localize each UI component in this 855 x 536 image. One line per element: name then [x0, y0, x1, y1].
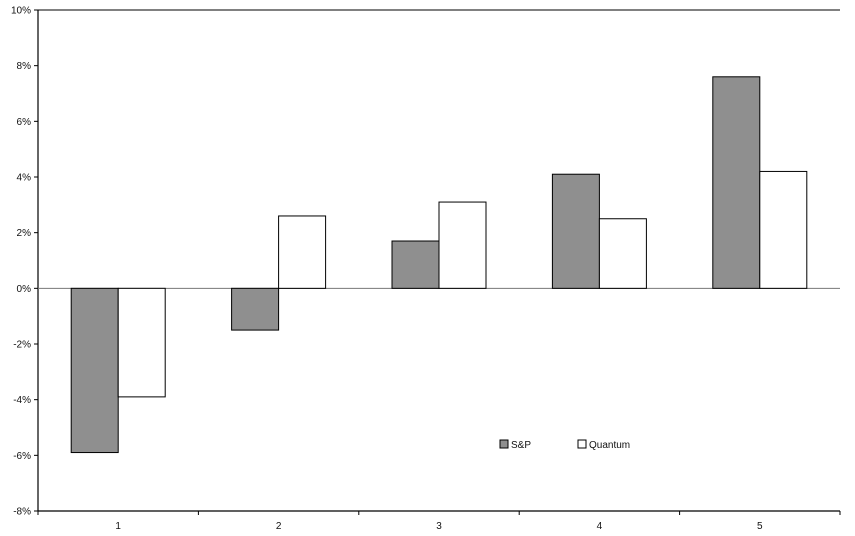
legend-label: Quantum	[589, 440, 630, 451]
tick-labels: -8% -6% -4% -2% 0% 2% 4% 6% 8% 10% 1 2 3 4 5	[11, 6, 763, 533]
bars	[70, 76, 808, 454]
x-tick-label: 1	[115, 521, 121, 532]
x-tick-label: 3	[436, 521, 442, 532]
bar-quantum	[117, 287, 166, 398]
y-tick-label: 6%	[17, 117, 32, 128]
x-tick-label: 5	[757, 521, 763, 532]
legend: S&P Quantum	[499, 439, 630, 451]
y-tick-label: -2%	[13, 340, 31, 351]
y-tick-label: -8%	[13, 507, 31, 518]
y-tick-label: -4%	[13, 395, 31, 406]
bar-sp	[231, 287, 280, 331]
bar-sp	[70, 287, 119, 454]
y-tick-label: -6%	[13, 451, 31, 462]
y-tick-label: 4%	[17, 173, 32, 184]
x-tick-label: 4	[597, 521, 603, 532]
legend-swatch	[499, 439, 509, 449]
bar-quantum	[278, 215, 327, 289]
y-tick-label: 0%	[17, 284, 32, 295]
bar-quantum	[759, 170, 808, 289]
axes	[34, 9, 841, 515]
y-tick-label: 10%	[11, 6, 31, 17]
legend-swatch	[577, 439, 587, 449]
bar-sp	[712, 76, 761, 289]
bar-quantum	[598, 218, 647, 289]
bar-quantum	[438, 201, 487, 289]
y-tick-label: 8%	[17, 61, 32, 72]
y-tick-label: 2%	[17, 228, 32, 239]
x-tick-label: 2	[276, 521, 282, 532]
legend-label: S&P	[511, 440, 531, 451]
bar-sp	[551, 173, 600, 289]
bar-sp	[391, 240, 440, 289]
